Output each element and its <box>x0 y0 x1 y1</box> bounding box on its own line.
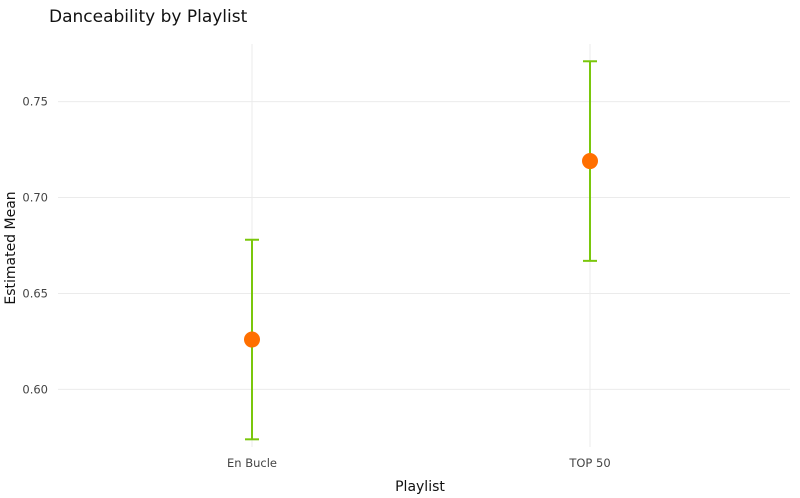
grid-layer <box>58 44 790 447</box>
x-axis-title: Playlist <box>395 479 445 494</box>
y-tick-label: 0.60 <box>22 382 48 396</box>
labels-layer: 0.60 0.65 0.70 0.75 En Bucle TOP 50 <box>22 95 610 470</box>
marks-layer <box>244 61 598 439</box>
y-axis-title: Estimated Mean <box>3 191 19 304</box>
data-point <box>244 332 260 348</box>
y-tick-label: 0.75 <box>22 95 48 109</box>
chart-title: Danceability by Playlist <box>49 7 248 27</box>
y-tick-label: 0.65 <box>22 286 48 300</box>
y-tick-label: 0.70 <box>22 191 48 205</box>
x-tick-label: TOP 50 <box>568 456 610 470</box>
data-point <box>582 153 598 169</box>
x-tick-label: En Bucle <box>227 456 277 470</box>
